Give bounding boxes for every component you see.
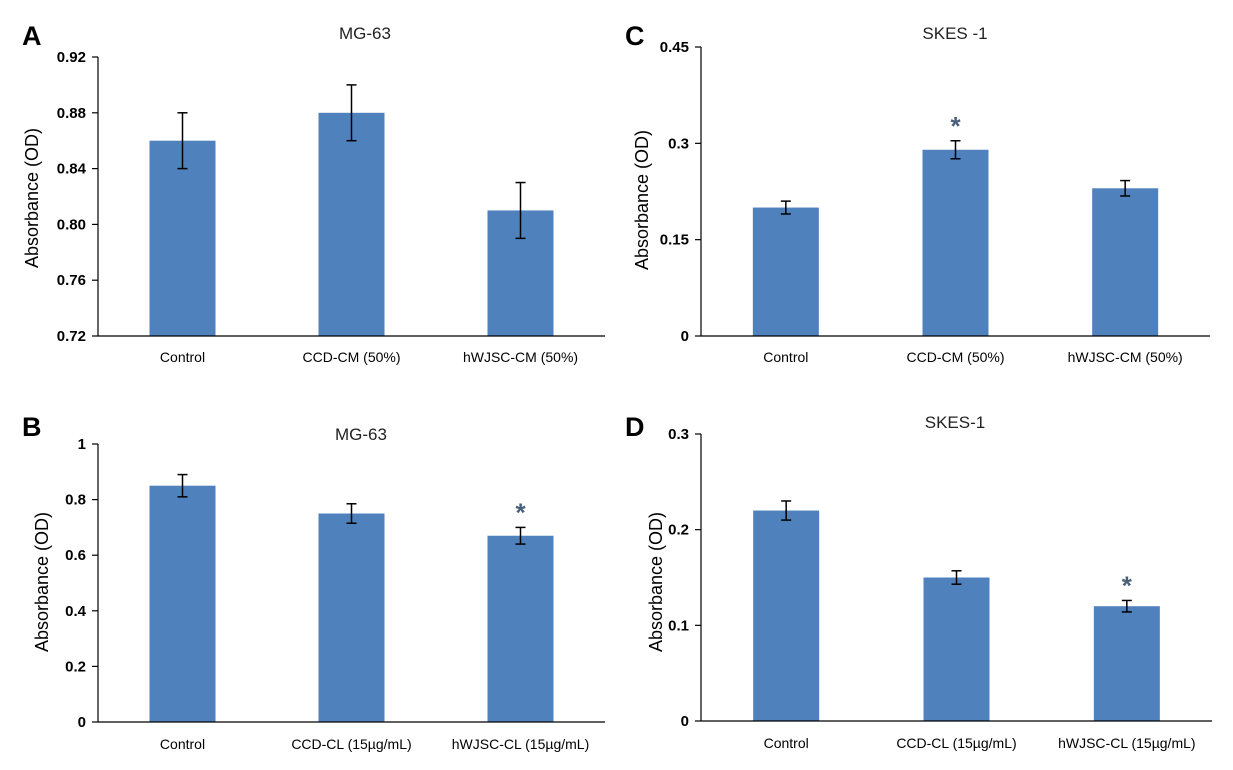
panel-letter-b: B (22, 412, 42, 442)
panel-d-y-tick-label: 0.1 (668, 617, 689, 634)
panel-d-y-tick-label: 0.3 (668, 426, 689, 443)
panel-b-plot: Control CCD-CL (15µg/mL) hWJSC-CL (15µg/mL… (65, 436, 605, 752)
panel-c-y-tick-label: 0.15 (660, 232, 689, 249)
panel-b-bar (149, 485, 216, 722)
panel-a-y-tick-label: 0.84 (57, 161, 87, 178)
panel-a-y-tick-label: 0.92 (57, 49, 86, 66)
panel-d-title: SKES-1 (925, 413, 985, 432)
panel-a-y-tick-label: 0.88 (57, 105, 86, 122)
panel-a-y-tick-label: 0.72 (57, 328, 86, 345)
panel-a-bar (318, 112, 385, 336)
panel-a-error-bar (177, 112, 188, 170)
panel-d-category-label: Control (764, 735, 809, 751)
panel-b-error-bar (177, 473, 188, 498)
panel-b-y-axis-label: Absorbance (OD) (32, 512, 52, 652)
panel-b-bar (318, 513, 385, 722)
panel-c-bar (752, 207, 819, 336)
panel-c-error-bar (1120, 179, 1131, 197)
panel-d-bar (1093, 606, 1160, 721)
panel-d-error-bar (951, 570, 962, 585)
panel-d-y-tick-label: 0.2 (668, 522, 689, 539)
panel-c-title: SKES -1 (922, 24, 987, 43)
panel-a-plot: Control CCD-CM (50%) hWJSC-CM (50%) 0.72 0.7… (57, 49, 605, 365)
panel-d-y-axis-label: Absorbance (OD) (646, 512, 666, 652)
panel-a-error-bar (515, 181, 526, 240)
panel-b-error-bar (515, 526, 526, 545)
panel-b-y-tick-label: 1 (78, 436, 86, 453)
panel-d-plot: Control CCD-CL (15µg/mL) hWJSC-CL (15µg/mL… (668, 426, 1212, 751)
panel-c: C SKES -1 Absorbance (OD) Control CCD-CM … (625, 21, 1210, 365)
panel-c-significance-marker: * (950, 111, 961, 141)
panel-b-bar (487, 535, 554, 722)
panel-b-y-tick-label: 0.8 (65, 492, 86, 509)
panel-a-error-bar (346, 84, 357, 142)
panel-c-category-label: Control (763, 349, 808, 365)
panel-letter-a: A (22, 21, 42, 51)
panel-b-title: MG-63 (335, 425, 387, 444)
panel-a-bar (149, 140, 216, 336)
panel-c-y-tick-label: 0.45 (660, 39, 689, 56)
panel-b-category-label: CCD-CL (15µg/mL) (291, 736, 411, 752)
panel-b-y-tick-label: 0.4 (65, 603, 87, 620)
panel-a-title: MG-63 (339, 24, 391, 43)
panel-b: B MG-63 Absorbance (OD) Control CCD-CL (1… (22, 412, 605, 752)
panel-b-category-label: hWJSC-CL (15µg/mL) (452, 736, 589, 752)
panel-a: A MG-63 Absorbance (OD) Control CCD-CM (5… (22, 21, 605, 365)
panel-d: D SKES-1 Absorbance (OD) Control CCD-CL (… (625, 412, 1212, 751)
panel-a-y-tick-label: 0.76 (57, 272, 86, 289)
panel-c-category-label: CCD-CM (50%) (907, 349, 1005, 365)
panel-letter-c: C (625, 21, 645, 51)
panel-b-error-bar (346, 503, 357, 524)
panel-c-bar (1092, 188, 1159, 336)
panel-c-plot: Control CCD-CM (50%) * hWJSC-CM (50%) 0 0.15 0… (660, 39, 1210, 365)
panel-d-category-label: hWJSC-CL (15µg/mL) (1058, 735, 1195, 751)
panel-b-significance-marker: * (515, 497, 526, 527)
panel-a-y-tick-label: 0.80 (57, 216, 86, 233)
panel-c-bar (922, 149, 989, 336)
panel-d-category-label: CCD-CL (15µg/mL) (896, 735, 1016, 751)
panel-c-y-tick-label: 0.3 (668, 135, 689, 152)
panel-d-bar (923, 577, 990, 721)
panel-c-error-bar (780, 200, 791, 215)
panel-c-error-bar (950, 140, 961, 160)
panel-d-bar (753, 510, 820, 721)
panel-c-category-label: hWJSC-CM (50%) (1068, 349, 1183, 365)
panel-b-y-tick-label: 0.2 (65, 658, 86, 675)
panel-c-y-tick-label: 0 (681, 328, 689, 345)
panel-d-error-bar (781, 500, 792, 521)
panel-b-y-tick-label: 0.6 (65, 547, 86, 564)
panel-a-y-axis-label: Absorbance (OD) (22, 128, 42, 268)
panel-d-y-tick-label: 0 (681, 713, 689, 730)
panel-d-significance-marker: * (1122, 570, 1133, 600)
panel-a-category-label: Control (160, 349, 205, 365)
panel-a-category-label: hWJSC-CM (50%) (463, 349, 578, 365)
panel-a-category-label: CCD-CM (50%) (303, 349, 401, 365)
panel-letter-d: D (625, 412, 645, 442)
panel-c-y-axis-label: Absorbance (OD) (632, 130, 652, 270)
panel-d-error-bar (1121, 599, 1132, 613)
panel-b-category-label: Control (160, 736, 205, 752)
panel-b-y-tick-label: 0 (78, 714, 86, 731)
